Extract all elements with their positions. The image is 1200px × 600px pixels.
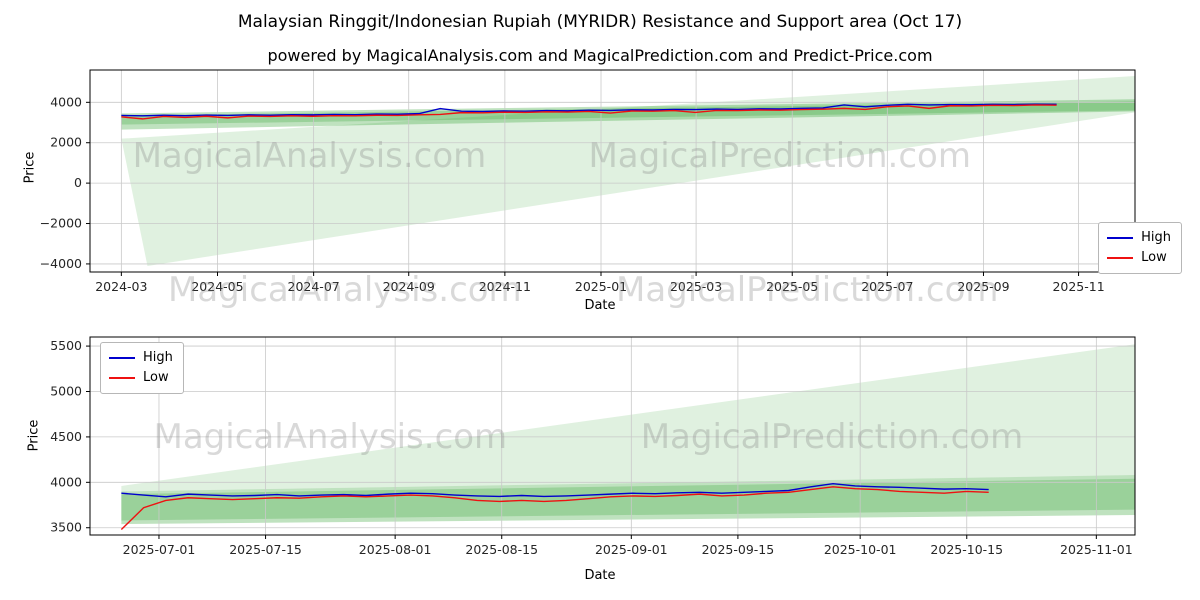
svg-text:2025-08-15: 2025-08-15	[465, 542, 538, 557]
svg-text:2025-07: 2025-07	[861, 279, 913, 294]
legend-item-low: Low	[109, 368, 173, 388]
svg-text:MagicalAnalysis.com: MagicalAnalysis.com	[133, 136, 487, 176]
svg-text:2025-07-01: 2025-07-01	[123, 542, 196, 557]
svg-text:3500: 3500	[50, 520, 82, 535]
svg-text:−4000: −4000	[40, 256, 82, 271]
svg-text:2025-10-15: 2025-10-15	[930, 542, 1003, 557]
legend-item-low: Low	[1107, 248, 1171, 268]
svg-text:MagicalAnalysis.com: MagicalAnalysis.com	[154, 417, 508, 457]
svg-text:MagicalPrediction.com: MagicalPrediction.com	[641, 417, 1024, 457]
svg-text:0: 0	[74, 175, 82, 190]
svg-text:2025-11-01: 2025-11-01	[1060, 542, 1133, 557]
svg-text:2025-10-01: 2025-10-01	[824, 542, 897, 557]
svg-text:2025-05: 2025-05	[766, 279, 818, 294]
top-x-axis-label: Date	[584, 298, 616, 313]
svg-text:2024-11: 2024-11	[479, 279, 531, 294]
svg-text:2024-03: 2024-03	[95, 279, 147, 294]
svg-text:2025-09-01: 2025-09-01	[595, 542, 668, 557]
svg-text:2025-08-01: 2025-08-01	[359, 542, 432, 557]
low-line-swatch	[1107, 257, 1134, 259]
chart-title: Malaysian Ringgit/Indonesian Rupiah (MYR…	[237, 12, 963, 32]
high-line-swatch	[109, 357, 135, 359]
chart-subtitle: powered by MagicalAnalysis.com and Magic…	[267, 46, 933, 65]
svg-text:5500: 5500	[50, 338, 82, 353]
svg-text:2024-09: 2024-09	[383, 279, 435, 294]
legend-label-low: Low	[1141, 250, 1167, 265]
svg-text:2025-11: 2025-11	[1052, 279, 1104, 294]
svg-text:−2000: −2000	[40, 216, 82, 231]
bottom-chart-canvas: MagicalAnalysis.com MagicalPrediction.com…	[50, 336, 1136, 557]
svg-text:2025-07-15: 2025-07-15	[229, 542, 302, 557]
legend-label-high: High	[1141, 230, 1171, 245]
svg-text:2025-09-15: 2025-09-15	[702, 542, 775, 557]
bottom-y-axis-label: Price	[26, 419, 42, 452]
bottom-x-axis-label: Date	[584, 568, 616, 583]
legend-item-high: High	[1107, 228, 1171, 248]
top-chart-canvas: MagicalAnalysis.com MagicalPrediction.com…	[40, 69, 1136, 294]
legend-label-low: Low	[143, 370, 169, 385]
bottom-chart-legend: High Low	[100, 342, 184, 394]
svg-text:2000: 2000	[50, 135, 82, 150]
svg-text:2025-03: 2025-03	[670, 279, 722, 294]
svg-text:5000: 5000	[50, 383, 82, 398]
high-line-swatch	[1107, 237, 1134, 239]
legend-item-high: High	[109, 348, 173, 368]
svg-text:MagicalPrediction.com: MagicalPrediction.com	[588, 136, 971, 176]
svg-text:2024-05: 2024-05	[191, 279, 243, 294]
svg-text:2025-01: 2025-01	[575, 279, 627, 294]
svg-text:2025-09: 2025-09	[957, 279, 1009, 294]
svg-text:4500: 4500	[50, 429, 82, 444]
top-chart-legend: High Low	[1098, 222, 1182, 274]
top-y-axis-label: Price	[22, 151, 38, 184]
low-line-swatch	[109, 377, 135, 379]
svg-text:4000: 4000	[50, 474, 82, 489]
legend-label-high: High	[143, 350, 173, 365]
svg-text:4000: 4000	[50, 94, 82, 109]
svg-text:2024-07: 2024-07	[288, 279, 340, 294]
